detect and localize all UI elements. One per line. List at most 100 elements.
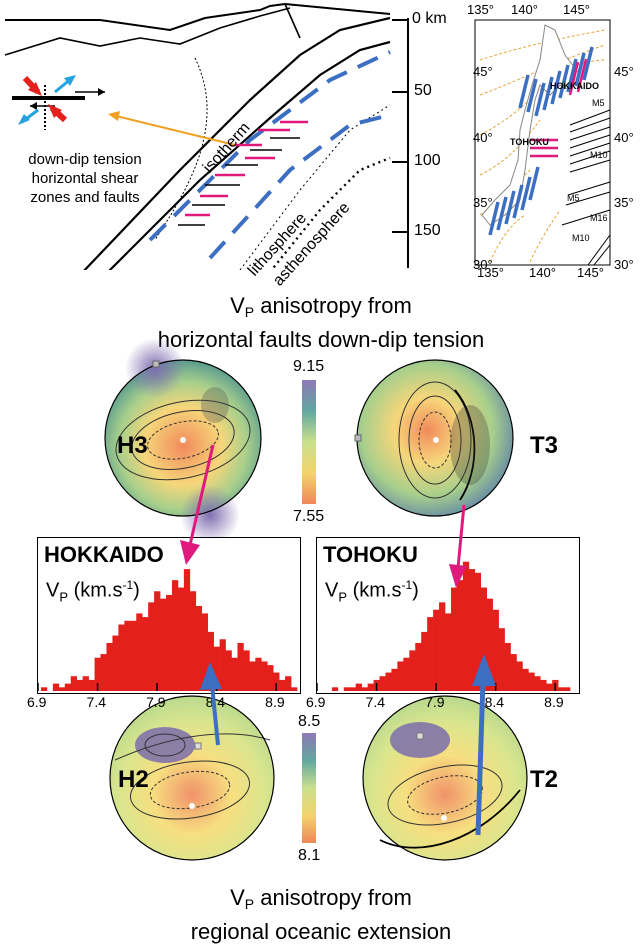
hokkaido-bar <box>177 587 185 691</box>
top-title-line2: horizontal faults down-dip tension <box>157 327 485 352</box>
top-title-sub: P <box>244 304 255 320</box>
hokkaido-bar <box>64 683 72 691</box>
tohoku-bar <box>534 676 541 691</box>
fault-line <box>284 3 301 39</box>
histogram-tohoku-unit: VP (km.s-1) <box>325 578 419 605</box>
label-t2: T2 <box>530 766 559 793</box>
tohoku-bar <box>421 631 428 691</box>
hokkaido-bar <box>94 657 101 691</box>
blue-dashed-lines <box>148 50 391 260</box>
histogram-hokkaido-plot <box>38 569 298 691</box>
bottom-title-line2: regional oceanic extension <box>190 919 452 944</box>
map-lat-left-35: 35° <box>473 195 493 210</box>
hokkaido-bar <box>219 639 226 691</box>
hokkaido-bar <box>40 687 48 691</box>
blue-arrow-h2 <box>200 662 222 746</box>
hokkaido-bar <box>249 661 256 691</box>
top-title-v: V <box>230 293 245 318</box>
hokkaido-bar <box>52 683 60 691</box>
tohoku-bar <box>403 657 410 691</box>
x-tick-label: 7.9 <box>146 694 166 710</box>
x-tick-label: 7.9 <box>425 694 445 710</box>
pink-arrow-t3 <box>449 504 467 588</box>
trench-faults <box>561 109 611 266</box>
hokkaido-bar <box>243 650 250 691</box>
x-tick-label: 6.9 <box>306 694 326 710</box>
hokkaido-bar <box>154 591 161 691</box>
orange-pointer-arrow <box>108 111 236 146</box>
hokkaido-bar <box>201 613 209 691</box>
map-top-lon-140: 140° <box>511 2 538 17</box>
inset-caption-line-1: down-dip tension <box>28 151 142 168</box>
tohoku-bar <box>397 661 404 691</box>
h3-center-point <box>180 437 186 443</box>
hokkaido-unit-sub: P <box>59 589 69 605</box>
map-lat-right-35: 35° <box>614 195 634 210</box>
inset-stress-icon <box>12 75 105 130</box>
hokkaido-bar <box>160 598 167 691</box>
map-bottom-lon-140: 140° <box>529 265 556 280</box>
hokkaido-bar <box>166 594 173 691</box>
tohoku-bar <box>546 683 553 691</box>
hokkaido-unit-sup: -1 <box>122 578 134 592</box>
tohoku-bar <box>528 672 535 691</box>
hokkaido-unit-close: ) <box>133 579 140 602</box>
hokkaido-unit-v: V <box>46 579 60 602</box>
hokkaido-bar <box>112 635 119 691</box>
hokkaido-bar <box>100 654 107 691</box>
hokkaido-bar <box>148 602 155 691</box>
map-mag-2: M10 <box>590 150 608 160</box>
hokkaido-bar <box>58 687 66 691</box>
tohoku-bar <box>343 687 351 691</box>
tohoku-bar <box>468 569 476 691</box>
map-bottom-lon-145: 145° <box>577 265 604 280</box>
histogram-tohoku-title: TOHOKU <box>323 542 418 567</box>
histogram-hokkaido-title: HOKKAIDO <box>44 542 164 567</box>
map-label-hokkaido: HOKKAIDO <box>550 81 599 91</box>
map-mag-3: M5 <box>567 193 580 203</box>
tohoku-bar <box>516 661 523 691</box>
tohoku-unit-v: V <box>325 579 339 602</box>
bottom-title-v: V <box>230 885 245 910</box>
hokkaido-bar <box>76 679 83 691</box>
map-lat-right-30: 30° <box>614 257 634 272</box>
fault-markers <box>178 120 308 226</box>
label-t3: T3 <box>530 432 559 459</box>
bottom-title-sub: P <box>244 896 255 912</box>
hokkaido-bar <box>225 650 232 691</box>
x-tick-label: 8.9 <box>265 694 285 710</box>
tohoku-bar <box>361 687 368 691</box>
hokkaido-bar <box>82 676 89 691</box>
map-lat-left-40: 40° <box>473 130 493 145</box>
histogram-hokkaido-unit: VP (km.s-1) <box>46 578 140 605</box>
bottom-title: VP anisotropy from regional oceanic exte… <box>0 884 642 946</box>
tohoku-bar <box>439 602 446 691</box>
hokkaido-bar <box>291 687 298 691</box>
tohoku-bar <box>433 609 440 691</box>
bottom-title-line1: anisotropy from <box>254 885 412 910</box>
color-scale-bottom <box>302 733 316 843</box>
mantle-wedge-isotherm <box>154 57 208 241</box>
tohoku-bar <box>540 679 547 691</box>
hokkaido-bar <box>183 569 191 691</box>
histogram-tohoku: TOHOKU VP (km.s-1) <box>316 537 580 694</box>
tohoku-bar <box>391 668 398 691</box>
hokkaido-bar <box>237 642 244 691</box>
x-tick-label: 7.4 <box>365 694 385 710</box>
tohoku-bar <box>480 587 488 691</box>
tohoku-unit-sub: P <box>338 589 348 605</box>
depth-axis <box>392 18 409 268</box>
depth-label-50: 50 <box>414 82 432 99</box>
moho-line <box>4 7 291 56</box>
pink-arrow-h3 <box>180 444 215 565</box>
tohoku-unit-close: ) <box>412 579 419 602</box>
tohoku-bar <box>474 572 482 691</box>
hokkaido-bar <box>279 679 286 691</box>
map-lat-left-45: 45° <box>473 64 493 79</box>
x-tick-label: 8.4 <box>484 694 505 710</box>
hokkaido-bar <box>267 665 274 691</box>
stereonet-h3 <box>104 338 262 545</box>
tohoku-bar <box>522 668 529 691</box>
subduction-cross-section <box>4 2 409 270</box>
